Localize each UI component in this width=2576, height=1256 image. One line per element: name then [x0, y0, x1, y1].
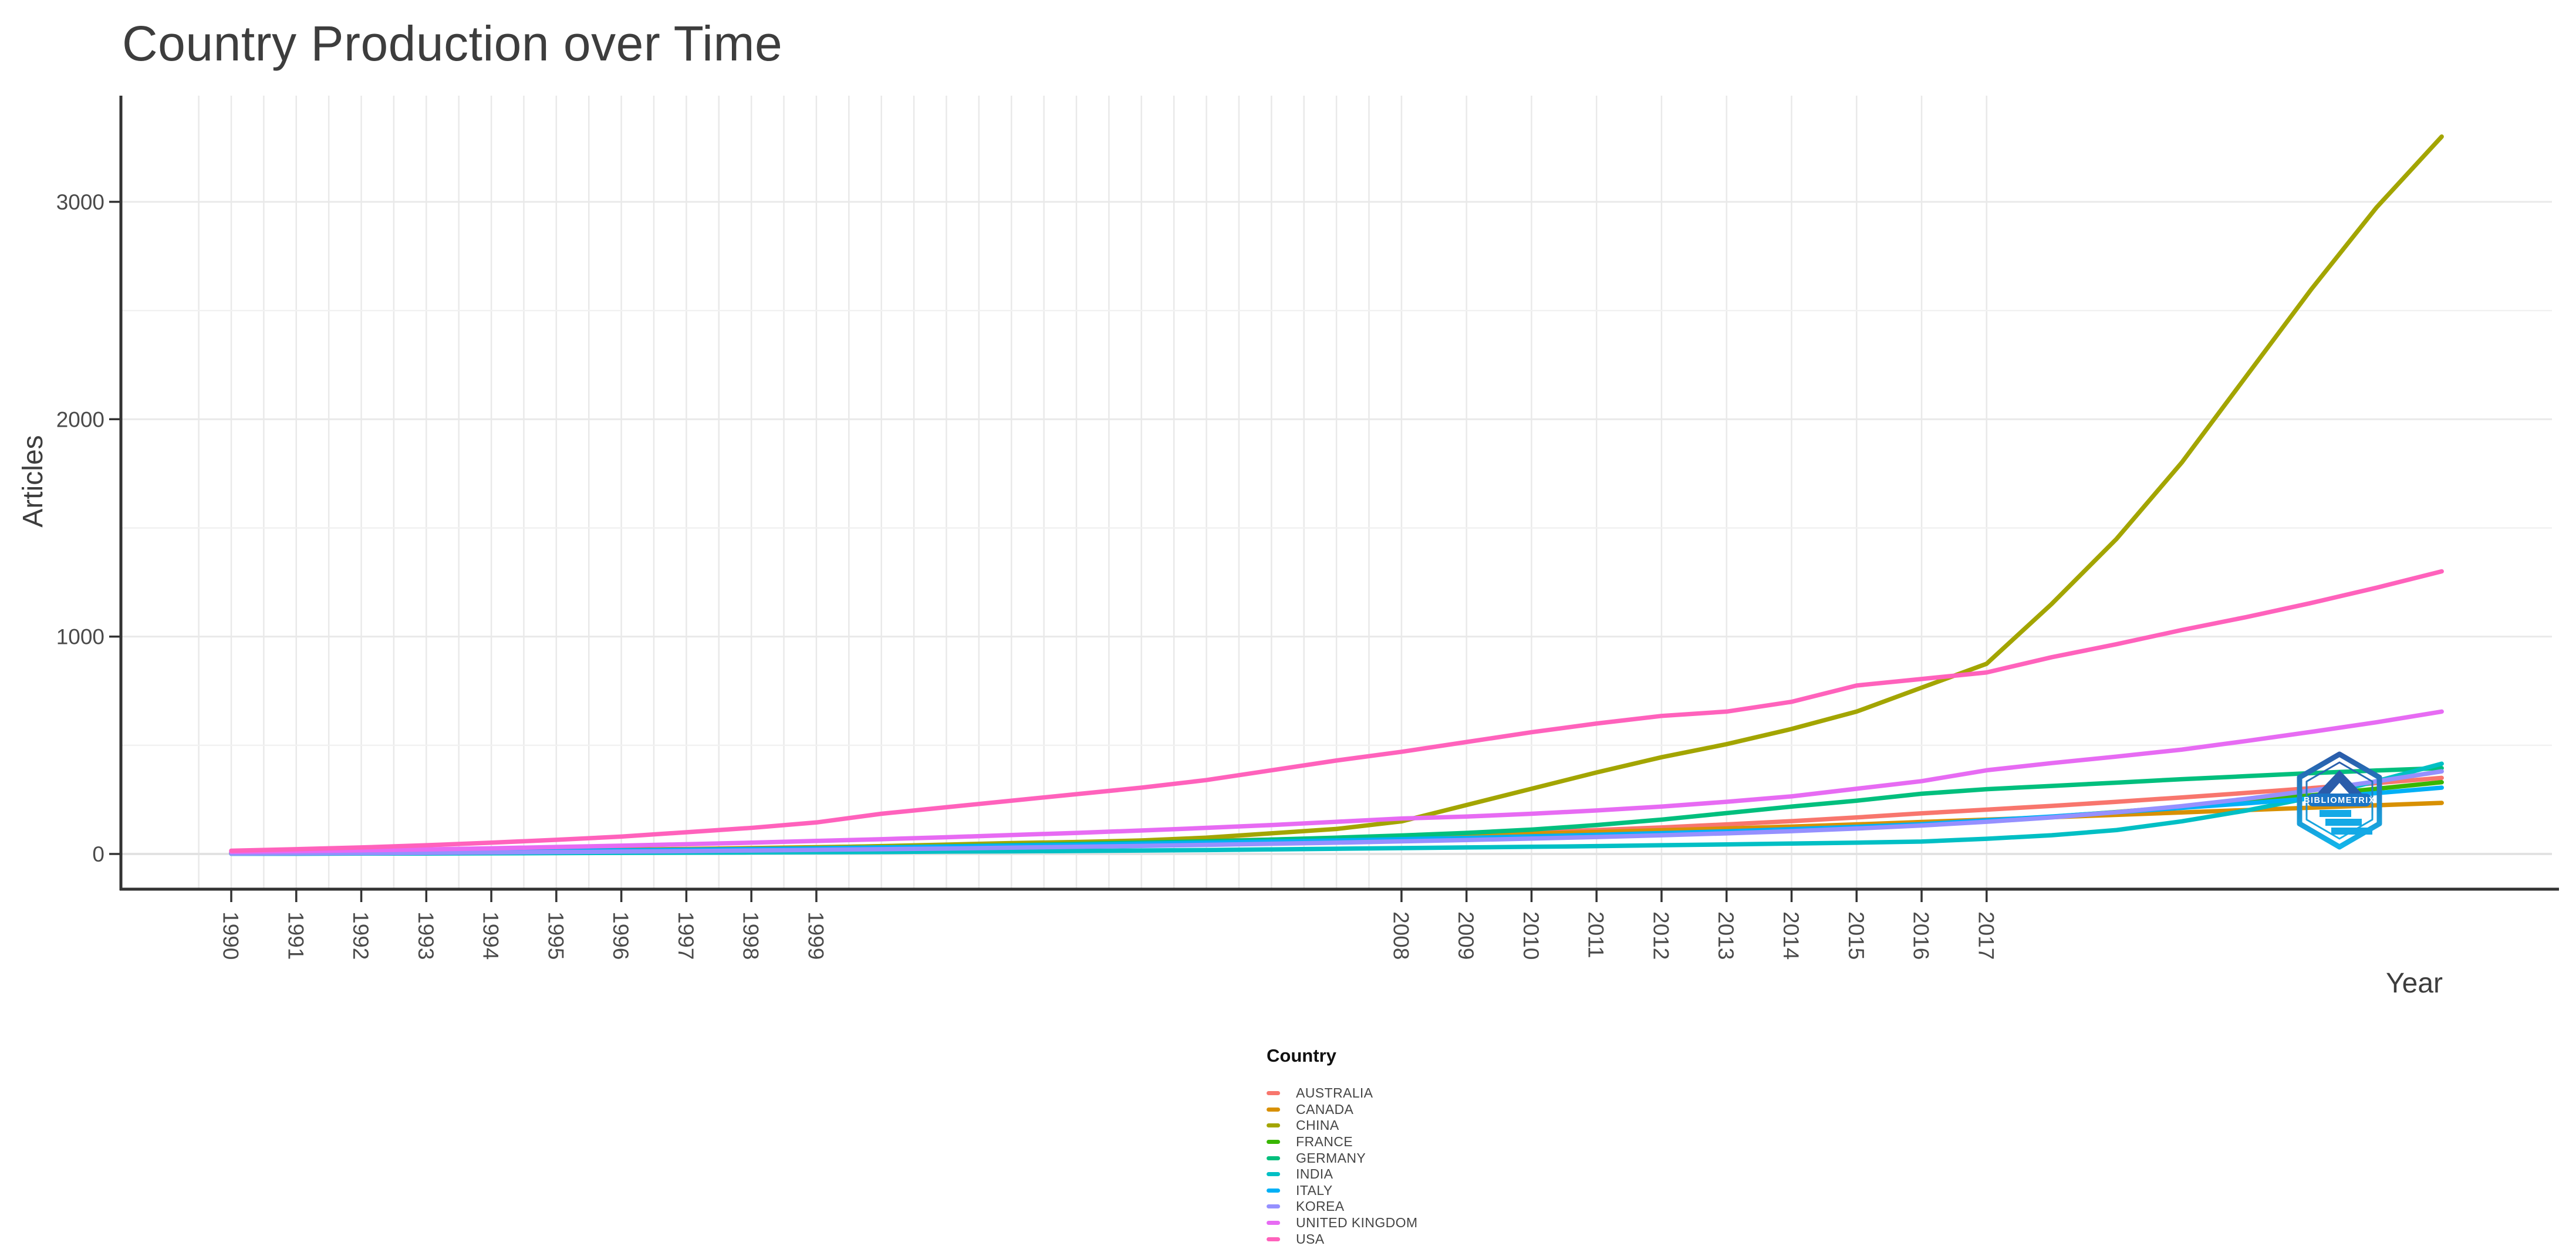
legend-item-united-kingdom: UNITED KINGDOM	[1267, 1215, 1418, 1231]
legend-swatch	[1267, 1172, 1280, 1177]
legend-items: AUSTRALIA CANADA CHINA FRANCE GERMANY INDIA IT…	[1267, 1085, 1418, 1247]
legend-swatch	[1267, 1123, 1280, 1128]
legend-label: USA	[1296, 1231, 1325, 1247]
legend-item-canada: CANADA	[1267, 1102, 1418, 1118]
legend-label: GERMANY	[1296, 1150, 1366, 1166]
x-tick-label: 2013	[1714, 911, 1738, 960]
legend-label: CANADA	[1296, 1101, 1354, 1117]
legend-swatch	[1267, 1156, 1280, 1160]
legend-item-france: FRANCE	[1267, 1134, 1418, 1150]
legend-item-australia: AUSTRALIA	[1267, 1085, 1418, 1102]
x-tick-label: 1993	[414, 911, 438, 960]
watermark-lighthouse-roof-window	[2329, 783, 2350, 795]
legend-label: INDIA	[1296, 1166, 1333, 1182]
x-tick-label: 1990	[219, 911, 243, 960]
axes-and-ticks: 0 1000 2000 3000 1990 1991 1992 1993 1994 1995 199…	[56, 96, 2559, 960]
legend: Country AUSTRALIA CANADA CHINA FRANCE GERMAN…	[1267, 1045, 1418, 1247]
legend-label: CHINA	[1296, 1117, 1339, 1133]
legend-item-india: INDIA	[1267, 1166, 1418, 1183]
x-tick-label: 2012	[1649, 911, 1673, 960]
x-tick-label: 1994	[479, 911, 503, 960]
legend-swatch	[1267, 1107, 1280, 1112]
legend-item-korea: KOREA	[1267, 1198, 1418, 1215]
x-tick-label: 1991	[283, 911, 308, 960]
x-tick-label: 2009	[1454, 911, 1478, 960]
legend-swatch	[1267, 1140, 1280, 1144]
legend-swatch	[1267, 1221, 1280, 1225]
watermark-hexagon-outline	[2297, 751, 2382, 850]
legend-item-italy: ITALY	[1267, 1183, 1418, 1199]
x-tick-label: 2016	[1909, 911, 1933, 960]
legend-label: UNITED KINGDOM	[1296, 1215, 1418, 1231]
y-tick-label: 1000	[56, 625, 104, 649]
series-line-usa	[229, 569, 2444, 853]
watermark-hexagon-inner-line	[2305, 761, 2374, 840]
watermark-lighthouse-roof	[2316, 770, 2363, 795]
chart-title: Country Production over Time	[122, 16, 783, 71]
legend-item-germany: GERMANY	[1267, 1150, 1418, 1166]
data-series-lines	[229, 134, 2444, 856]
legend-label: ITALY	[1296, 1182, 1333, 1198]
x-tick-label: 1999	[803, 911, 828, 960]
x-tick-label: 2015	[1844, 911, 1868, 960]
series-line-united-kingdom	[229, 709, 2444, 855]
x-tick-label: 2010	[1519, 911, 1543, 960]
x-tick-label: 1996	[609, 911, 633, 960]
y-tick-label: 2000	[56, 407, 104, 431]
x-tick-label: 1998	[739, 911, 763, 960]
legend-swatch	[1267, 1188, 1280, 1193]
legend-swatch	[1267, 1091, 1280, 1096]
x-tick-label: 2017	[1974, 911, 1998, 960]
x-tick-label: 1995	[543, 911, 568, 960]
legend-label: AUSTRALIA	[1296, 1085, 1373, 1101]
legend-swatch	[1267, 1204, 1280, 1209]
gridlines	[121, 96, 2552, 889]
watermark-lighthouse-steps	[2320, 810, 2372, 835]
legend-swatch	[1267, 1237, 1280, 1241]
x-tick-label: 2008	[1389, 911, 1413, 960]
x-tick-label: 1992	[349, 911, 373, 960]
legend-label: KOREA	[1296, 1198, 1345, 1214]
x-tick-label: 2014	[1779, 911, 1803, 960]
x-tick-label: 2011	[1584, 911, 1608, 958]
bibliometrix-watermark-logo: BIBLIOMETRIX	[2297, 751, 2382, 850]
watermark-text: BIBLIOMETRIX	[2304, 796, 2375, 805]
series-line-korea	[229, 769, 2444, 856]
x-axis-title: Year	[2386, 968, 2443, 999]
y-tick-label: 3000	[56, 190, 104, 214]
y-tick-label: 0	[92, 842, 104, 866]
legend-title: Country	[1267, 1045, 1336, 1066]
legend-label: FRANCE	[1296, 1134, 1353, 1150]
legend-item-china: CHINA	[1267, 1117, 1418, 1134]
x-tick-label: 1997	[674, 911, 698, 960]
watermark-text-band	[2308, 794, 2371, 806]
legend-item-usa: USA	[1267, 1231, 1418, 1247]
